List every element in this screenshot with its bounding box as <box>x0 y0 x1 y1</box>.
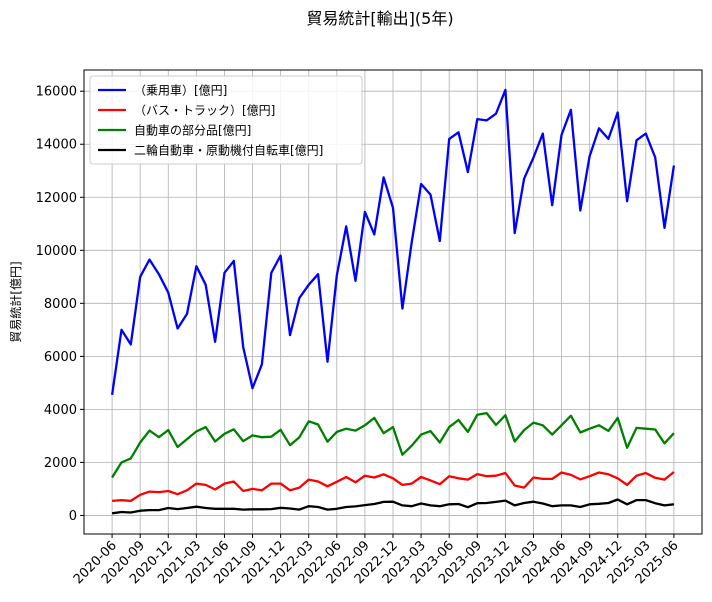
y-tick-label: 0 <box>69 509 77 524</box>
y-tick-label: 6000 <box>44 350 77 365</box>
y-tick-label: 16000 <box>36 85 77 100</box>
chart-title: 貿易統計[輸出](5年) <box>306 9 453 28</box>
legend-label: （乗用車）[億円] <box>134 84 227 98</box>
x-axis: 2020-062020-092020-122021-032021-062021-… <box>71 534 682 587</box>
y-tick-label: 4000 <box>44 403 77 418</box>
y-tick-label: 8000 <box>44 297 77 312</box>
y-tick-label: 14000 <box>36 138 77 153</box>
legend-label: 自動車の部分品[億円] <box>134 123 251 138</box>
series-lines <box>110 88 676 515</box>
series-line-3 <box>111 498 675 515</box>
legend-box <box>89 75 363 165</box>
series-line-2 <box>111 411 675 479</box>
y-tick-label: 2000 <box>44 456 77 471</box>
series-line-1 <box>112 471 675 503</box>
y-axis: 0 2000 4000 6000 8000 10000 12000 14000 16000 <box>36 85 84 524</box>
y-tick-label: 12000 <box>36 191 77 206</box>
y-tick-label: 10000 <box>36 244 77 259</box>
legend: （乗用車）[億円] （バス・トラック）[億円] 自動車の部分品[億円] 二輪自動車・原… <box>89 75 363 165</box>
series-line-0 <box>110 88 676 395</box>
legend-label: 二輪自動車・原動機付自転車[億円] <box>134 143 323 158</box>
y-axis-label: 貿易統計[億円] <box>8 261 23 342</box>
legend-label: （バス・トラック）[億円] <box>134 104 275 118</box>
